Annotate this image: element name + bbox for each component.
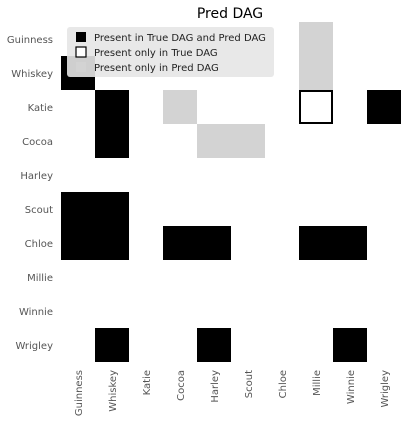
column-tick-label-wrigley: Wrigley	[380, 370, 391, 408]
row-tick-label-katie: Katie	[28, 103, 53, 114]
heatmap-cell-wrigley-whiskey	[95, 328, 129, 362]
row-tick-label-whiskey: Whiskey	[11, 69, 53, 80]
heatmap-cell-chloe-millie	[299, 226, 333, 260]
column-tick-label-whiskey: Whiskey	[108, 370, 119, 412]
legend-label-2: Present only in True DAG	[94, 48, 218, 59]
heatmap-cell-chloe-harley	[197, 226, 231, 260]
row-tick-label-wrigley: Wrigley	[15, 341, 53, 352]
heatmap-cell-chloe-winnie	[333, 226, 367, 260]
heatmap-cell-chloe-whiskey	[95, 226, 129, 260]
heatmap-cell-katie-cocoa	[163, 90, 197, 124]
heatmap-cell-scout-guinness	[61, 192, 95, 226]
heatmap-cell-whiskey-millie	[299, 56, 333, 90]
legend-swatch-2	[75, 46, 87, 58]
row-tick-label-scout: Scout	[25, 205, 53, 216]
chart-title: Pred DAG	[197, 6, 263, 22]
heatmap-cell-scout-whiskey	[95, 192, 129, 226]
legend-swatch-3	[76, 62, 86, 72]
row-tick-label-harley: Harley	[20, 171, 53, 182]
row-tick-label-guinness: Guinness	[7, 35, 53, 46]
heatmap-cell-wrigley-harley	[197, 328, 231, 362]
heatmap-cell-cocoa-scout	[231, 124, 265, 158]
row-tick-label-chloe: Chloe	[25, 239, 53, 250]
column-tick-label-winnie: Winnie	[346, 370, 357, 404]
column-tick-label-chloe: Chloe	[278, 370, 289, 398]
legend-label-1: Present in True DAG and Pred DAG	[94, 33, 266, 44]
heatmap-cell-guinness-millie	[299, 22, 333, 56]
heatmap-cell-cocoa-harley	[197, 124, 231, 158]
legend-label-3: Present only in Pred DAG	[94, 63, 219, 74]
row-tick-label-winnie: Winnie	[19, 307, 53, 318]
heatmap-cell-katie-millie	[299, 90, 333, 124]
legend-frame	[67, 27, 274, 77]
column-tick-labels: Guinness Whiskey Katie Cocoa Harley Scout Chlo…	[74, 370, 391, 416]
row-tick-label-cocoa: Cocoa	[22, 137, 53, 148]
legend: Present in True DAG and Pred DAG Present …	[67, 27, 274, 77]
column-tick-label-scout: Scout	[244, 370, 255, 398]
heatmap-cell-katie-wrigley	[367, 90, 401, 124]
column-tick-label-harley: Harley	[210, 370, 221, 403]
heatmap-cell-cocoa-whiskey	[95, 124, 129, 158]
column-tick-label-guinness: Guinness	[74, 370, 85, 416]
column-tick-label-cocoa: Cocoa	[176, 370, 187, 401]
heatmap-cell-chloe-cocoa	[163, 226, 197, 260]
heatmap-cell-wrigley-winnie	[333, 328, 367, 362]
column-tick-label-millie: Millie	[312, 370, 323, 396]
row-tick-label-millie: Millie	[27, 273, 53, 284]
column-tick-label-katie: Katie	[142, 370, 153, 395]
row-tick-labels: Guinness Whiskey Katie Cocoa Harley Scout Chlo…	[7, 35, 53, 352]
legend-swatch-1	[76, 32, 86, 42]
heatmap-cell-chloe-guinness	[61, 226, 95, 260]
heatmap-cell-katie-whiskey	[95, 90, 129, 124]
